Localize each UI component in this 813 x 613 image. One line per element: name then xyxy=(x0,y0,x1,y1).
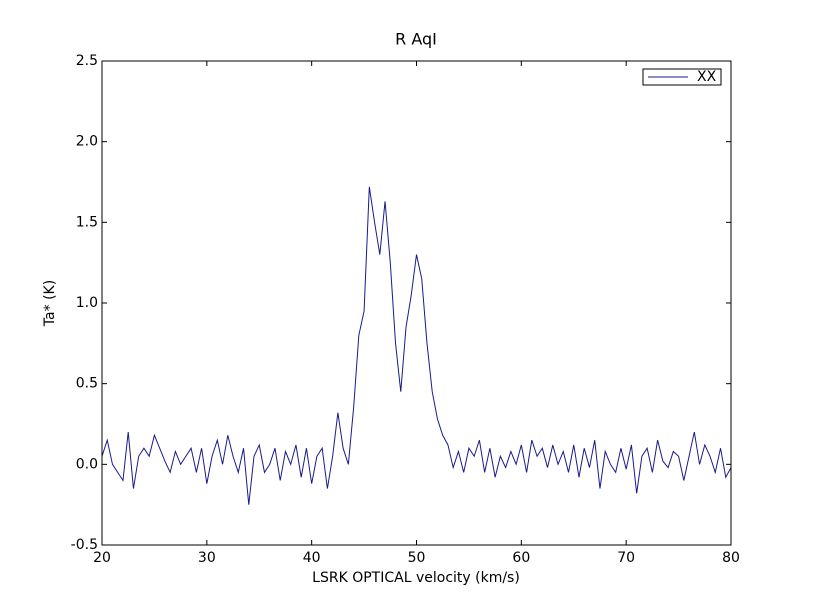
x-axis-label: LSRK OPTICAL velocity (km/s) xyxy=(312,570,520,586)
y-tick-label: 2.5 xyxy=(76,53,98,69)
x-tick-label: 60 xyxy=(512,550,530,566)
y-tick-label: 2.0 xyxy=(76,134,98,150)
y-tick-label: 1.5 xyxy=(76,214,98,230)
y-tick-label: 0.0 xyxy=(76,456,98,472)
x-tick-label: 20 xyxy=(93,550,111,566)
y-tick-label: -0.5 xyxy=(71,537,98,553)
x-tick-label: 40 xyxy=(303,550,321,566)
x-tick-label: 80 xyxy=(722,550,740,566)
x-tick-label: 50 xyxy=(408,550,426,566)
y-tick-label: 0.5 xyxy=(76,376,98,392)
legend-label: XX xyxy=(697,69,717,85)
data-line xyxy=(101,186,732,505)
plot-frame xyxy=(101,60,732,546)
x-tick-label: 70 xyxy=(617,550,635,566)
y-tick-label: 1.0 xyxy=(76,295,98,311)
chart-title: R AqI xyxy=(395,30,437,49)
y-axis-label: Ta* (K) xyxy=(42,280,58,327)
x-tick-label: 30 xyxy=(198,550,216,566)
